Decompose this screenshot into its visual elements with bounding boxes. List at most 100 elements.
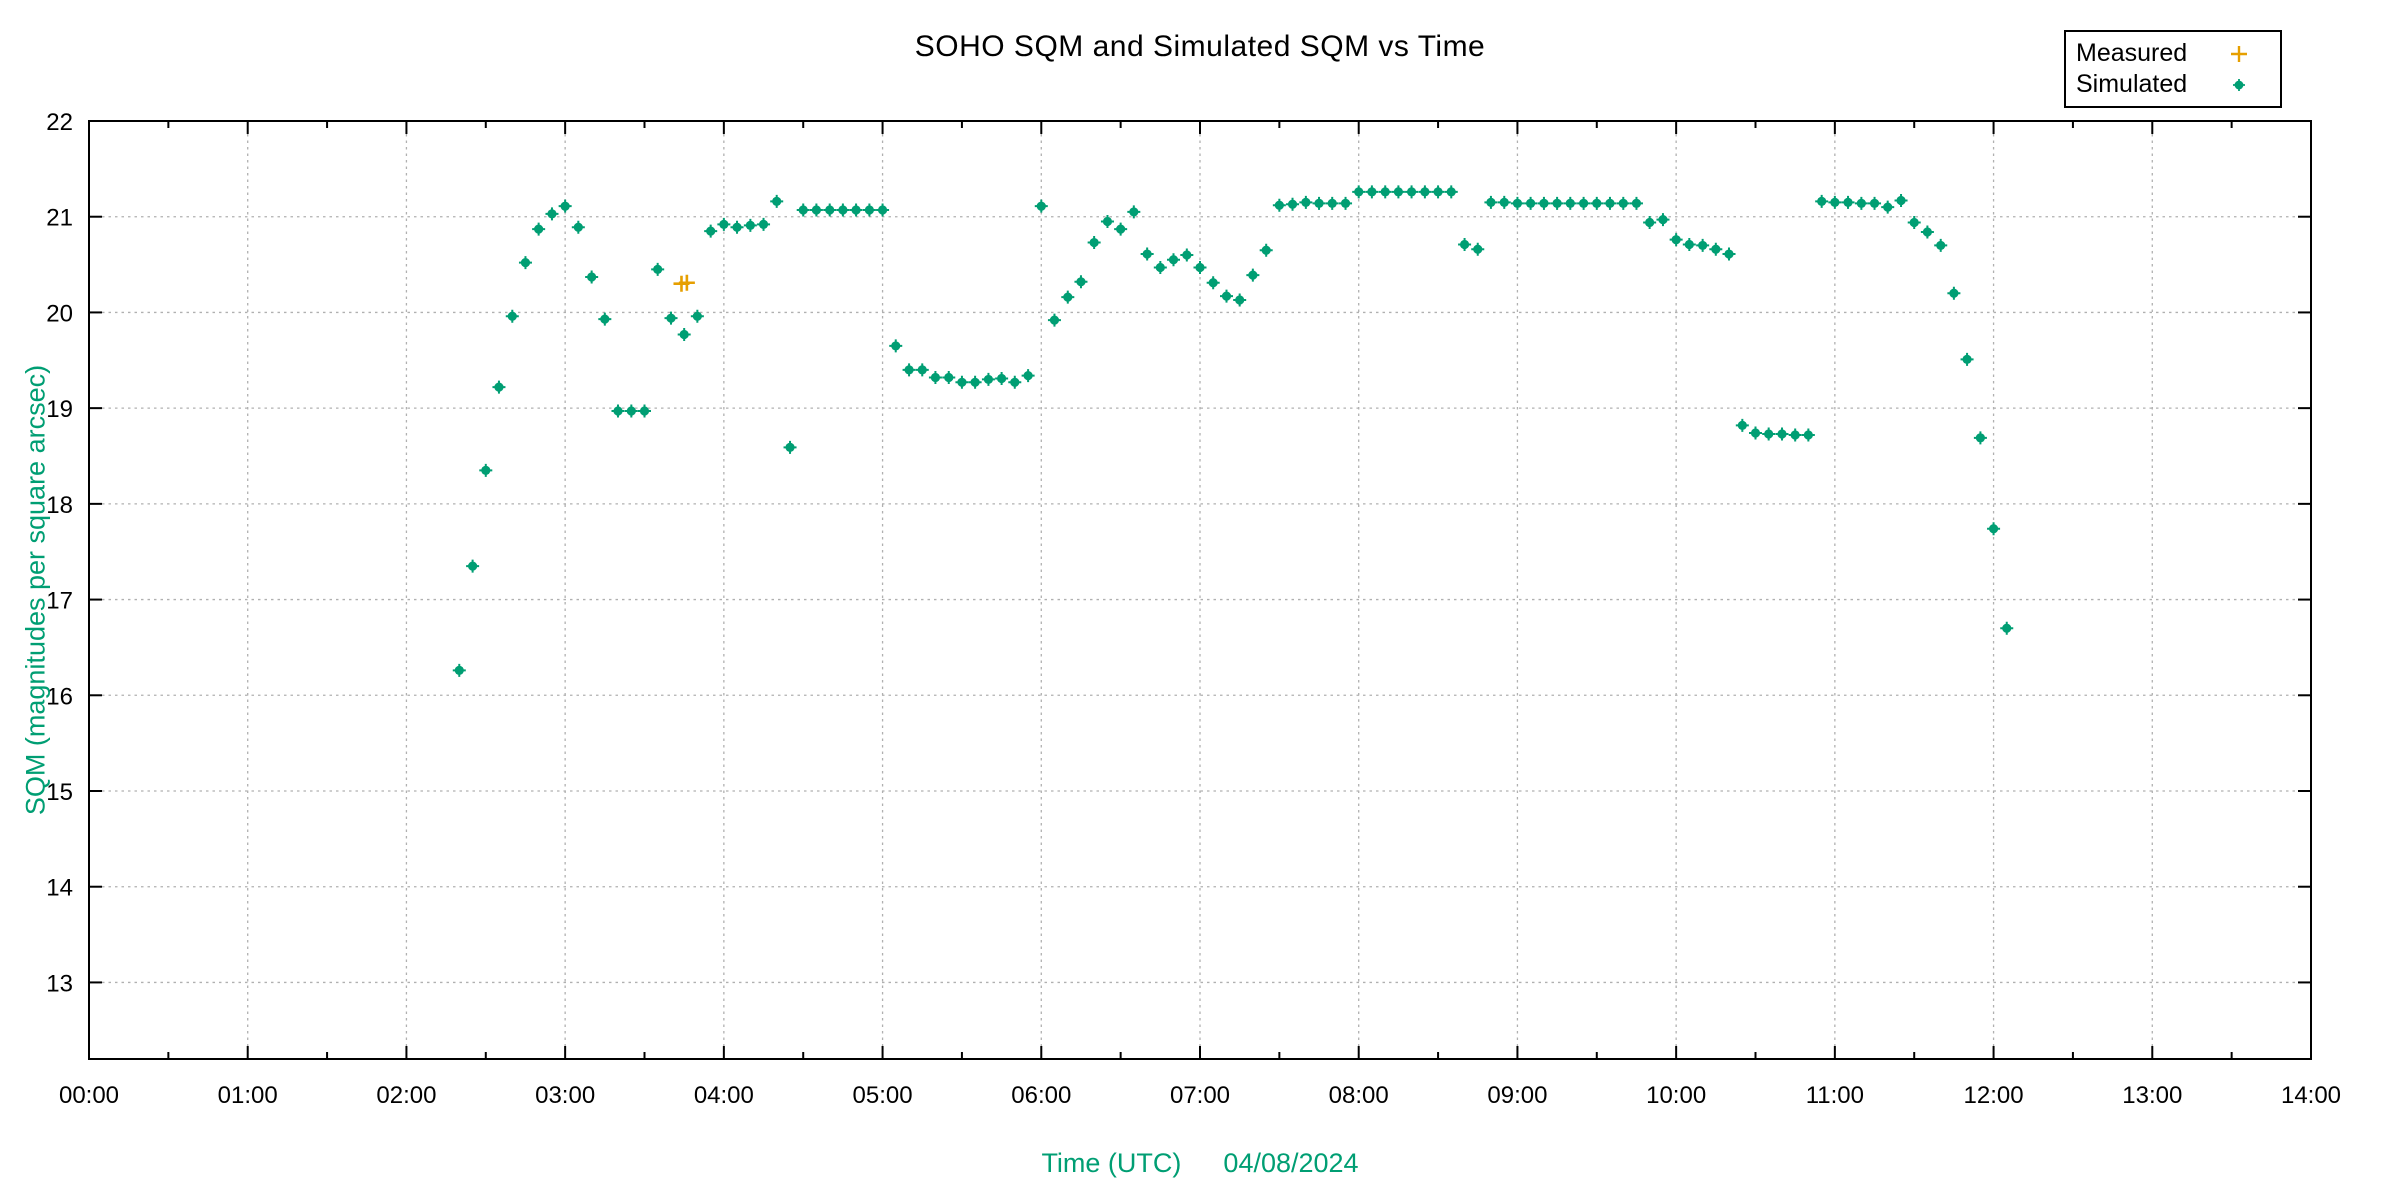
dot-marker-icon	[2233, 78, 2245, 91]
legend-entry-measured: Measured	[2076, 38, 2280, 69]
data-point-simulated	[1790, 430, 1800, 440]
data-point-simulated	[547, 209, 557, 219]
data-point-simulated	[1354, 187, 1364, 197]
legend-label-simulated: Simulated	[2076, 70, 2188, 98]
data-point-simulated	[1036, 201, 1046, 211]
data-point-simulated	[1764, 429, 1774, 439]
data-point-simulated	[653, 264, 663, 274]
data-point-simulated	[1592, 198, 1602, 208]
data-point-simulated	[1803, 430, 1813, 440]
data-point-simulated	[1486, 197, 1496, 207]
data-point-simulated	[811, 205, 821, 215]
x-tick-label: 08:00	[1329, 1082, 1389, 1109]
data-point-simulated	[1459, 239, 1470, 250]
data-point-simulated	[772, 196, 782, 206]
data-point-simulated	[1116, 224, 1126, 234]
data-point-simulated	[1010, 377, 1020, 387]
y-tick-label: 14	[46, 875, 73, 902]
x-axis-date: 04/08/2024	[1223, 1148, 1359, 1178]
y-tick-label: 18	[46, 492, 73, 519]
data-point-simulated	[1724, 249, 1734, 259]
data-point-simulated	[1023, 371, 1033, 381]
data-point-simulated	[851, 205, 861, 215]
x-axis-label: Time (UTC) 04/08/2024	[1041, 1148, 1358, 1179]
y-axis-label: SQM (magnitudes per square arcsec)	[20, 364, 51, 816]
data-point-simulated	[1631, 198, 1642, 208]
data-point-simulated	[957, 377, 967, 387]
data-point-simulated	[798, 205, 808, 215]
x-tick-label: 11:00	[1806, 1082, 1864, 1109]
data-point-simulated	[1406, 187, 1417, 197]
data-point-simulated	[534, 224, 544, 234]
data-point-simulated	[560, 201, 570, 211]
data-point-simulated	[1605, 198, 1615, 208]
legend-entry-simulated: Simulated	[2076, 69, 2280, 100]
data-point-simulated	[1301, 197, 1311, 207]
data-point-simulated	[1711, 244, 1721, 254]
data-point-simulated	[1737, 420, 1747, 430]
data-point-simulated	[1909, 217, 1919, 228]
data-point-simulated	[904, 365, 914, 375]
data-point-simulated	[1975, 433, 1985, 443]
data-point-simulated	[1102, 216, 1113, 227]
data-point-simulated	[1962, 354, 1972, 364]
data-point-simulated	[1380, 187, 1390, 197]
data-point-simulated	[838, 205, 848, 215]
data-point-simulated	[864, 205, 874, 215]
data-point-simulated	[639, 406, 650, 416]
data-point-simulated	[970, 377, 980, 387]
data-point-simulated	[1684, 239, 1694, 250]
y-tick-label: 21	[46, 205, 73, 232]
data-point-simulated	[1499, 197, 1509, 207]
data-point-simulated	[1340, 198, 1351, 208]
data-point-simulated	[930, 372, 941, 383]
data-point-simulated	[507, 311, 517, 321]
data-point-simulated	[1671, 235, 1681, 245]
data-point-simulated	[1777, 429, 1787, 439]
data-point-simulated	[1195, 262, 1205, 273]
data-point-simulated	[520, 258, 531, 268]
data-point-simulated	[1658, 214, 1668, 225]
y-tick-label: 19	[46, 396, 73, 423]
data-point-simulated	[1221, 291, 1232, 301]
data-point-simulated	[1830, 197, 1840, 207]
x-axis-label-text: Time (UTC)	[1041, 1148, 1182, 1178]
data-point-simulated	[481, 465, 491, 475]
data-point-simulated	[494, 382, 504, 392]
data-point-simulated	[877, 205, 888, 215]
data-point-simulated	[997, 373, 1007, 384]
data-point-simulated	[587, 272, 597, 282]
y-tick-label: 13	[46, 970, 73, 997]
data-point-measured	[678, 274, 695, 291]
data-point-simulated	[1526, 198, 1536, 208]
data-point-simulated	[917, 365, 927, 375]
data-point-simulated	[1883, 202, 1893, 212]
data-point-simulated	[1869, 198, 1880, 208]
data-point-simulated	[1155, 262, 1165, 273]
data-point-simulated	[1235, 295, 1245, 305]
data-point-simulated	[1208, 278, 1218, 288]
data-point-simulated	[1936, 240, 1946, 251]
data-point-simulated	[666, 313, 676, 323]
x-tick-label: 14:00	[2281, 1082, 2341, 1109]
x-tick-label: 13:00	[2122, 1082, 2182, 1109]
data-point-simulated	[600, 314, 610, 324]
data-point-simulated	[1698, 240, 1708, 251]
x-tick-label: 09:00	[1487, 1082, 1547, 1109]
x-tick-label: 07:00	[1170, 1082, 1230, 1109]
data-point-simulated	[1129, 207, 1139, 217]
data-point-simulated	[1579, 198, 1589, 208]
data-point-simulated	[1314, 198, 1324, 208]
data-point-simulated	[1261, 245, 1271, 255]
x-tick-label: 04:00	[694, 1082, 754, 1109]
x-tick-label: 02:00	[376, 1082, 436, 1109]
data-point-simulated	[719, 219, 729, 229]
data-point-simulated	[1327, 198, 1337, 208]
data-point-simulated	[1049, 315, 1060, 325]
data-point-simulated	[758, 219, 769, 229]
data-point-simulated	[1473, 244, 1483, 254]
data-point-simulated	[1446, 187, 1456, 197]
x-tick-label: 00:00	[59, 1082, 119, 1109]
legend-box: Measured Simulated	[2064, 30, 2282, 108]
